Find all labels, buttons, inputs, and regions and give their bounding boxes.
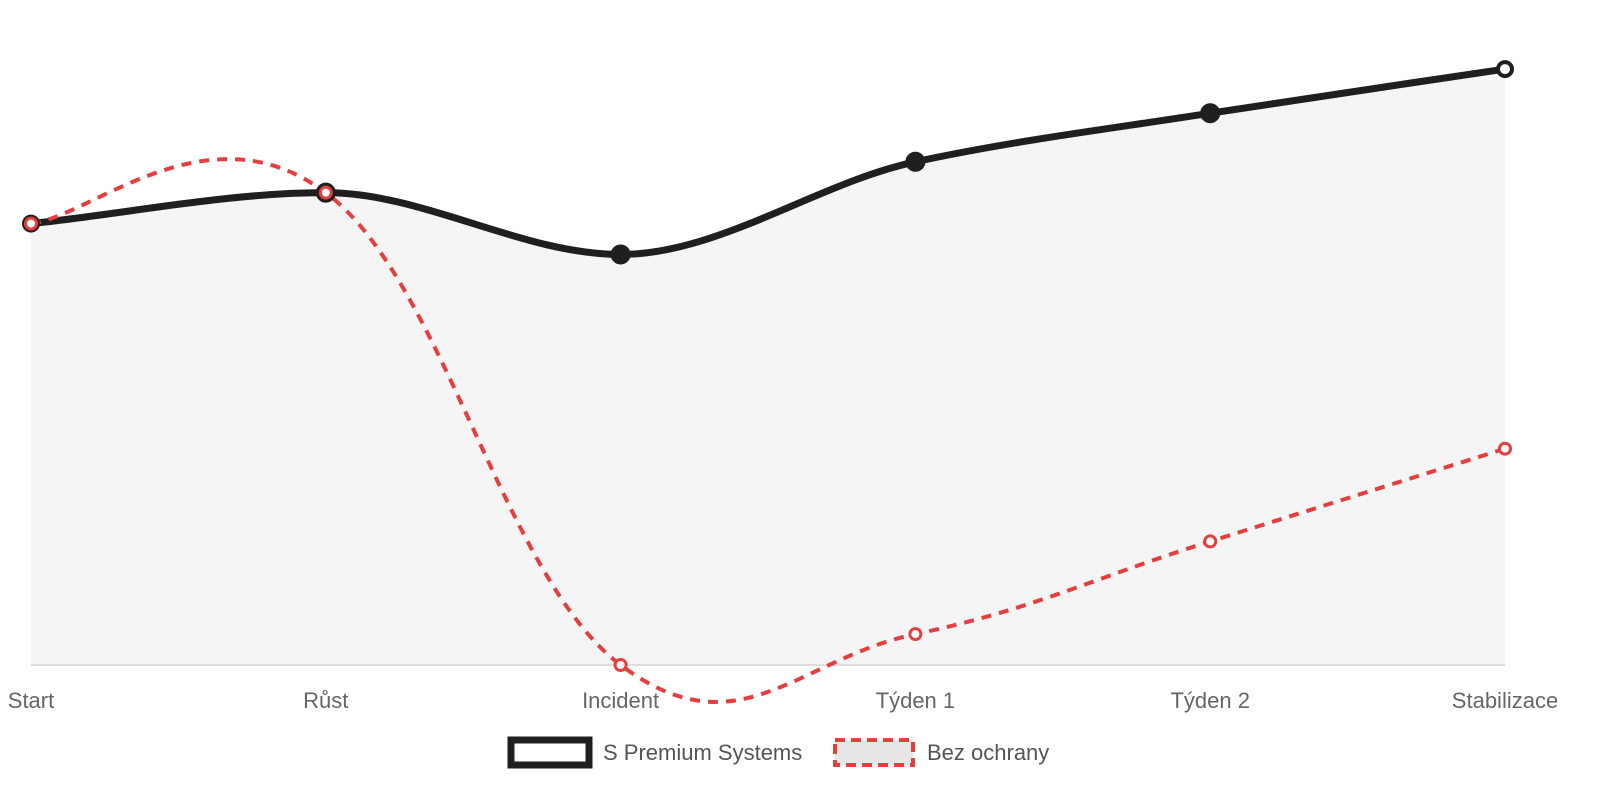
x-tick-label: Start: [8, 688, 54, 713]
series-0-point: [1200, 103, 1221, 124]
series-1-point: [613, 658, 628, 672]
legend-label: Bez ochrany: [927, 740, 1049, 765]
series-0-point: [1496, 60, 1514, 79]
series-1-point: [1203, 534, 1218, 549]
series-1-point: [24, 216, 38, 231]
x-tick-label: Týden 1: [876, 688, 956, 713]
area-layer: [31, 69, 1505, 666]
x-axis-ticks: Start Růst Incident Týden 1 Týden 2 Stabiliza…: [8, 688, 1558, 713]
series-1-point: [318, 185, 333, 200]
legend-label: S Premium Systems: [603, 740, 802, 765]
series-1-point: [908, 627, 923, 642]
x-tick-label: Incident: [582, 688, 659, 713]
x-tick-label: Stabilizace: [1452, 688, 1558, 713]
point-layer: [22, 60, 1514, 672]
legend-swatch: [507, 736, 593, 769]
series-0-point: [610, 244, 631, 265]
series-1-point: [1498, 441, 1512, 456]
series-0-line: [30, 65, 1506, 258]
series-0-point: [905, 151, 926, 172]
line-layer: [30, 65, 1506, 704]
x-tick-label: Týden 2: [1170, 688, 1250, 713]
legend[interactable]: S Premium Systems Bez ochrany: [507, 736, 1049, 769]
legend-swatch: [833, 738, 915, 767]
series-0-area: [31, 69, 1505, 666]
x-tick-label: Růst: [303, 688, 348, 713]
